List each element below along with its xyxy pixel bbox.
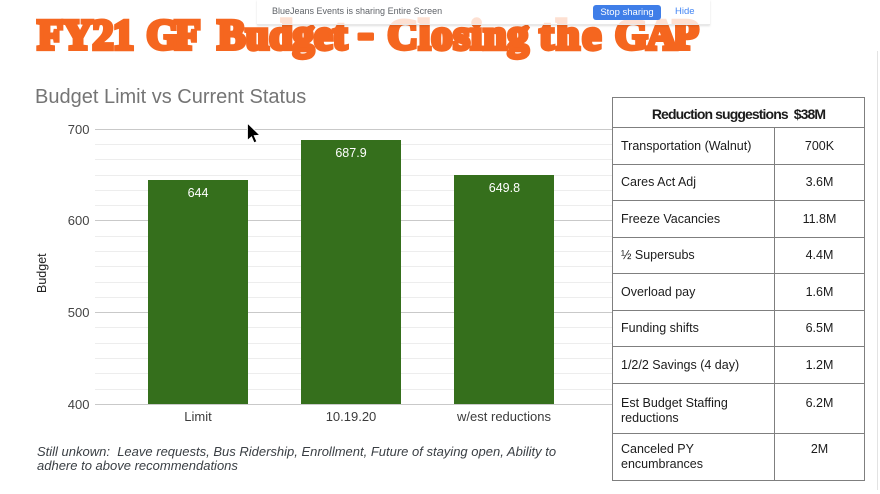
svg-text:GF: GF: [147, 13, 201, 59]
svg-text:FY21: FY21: [38, 13, 135, 59]
